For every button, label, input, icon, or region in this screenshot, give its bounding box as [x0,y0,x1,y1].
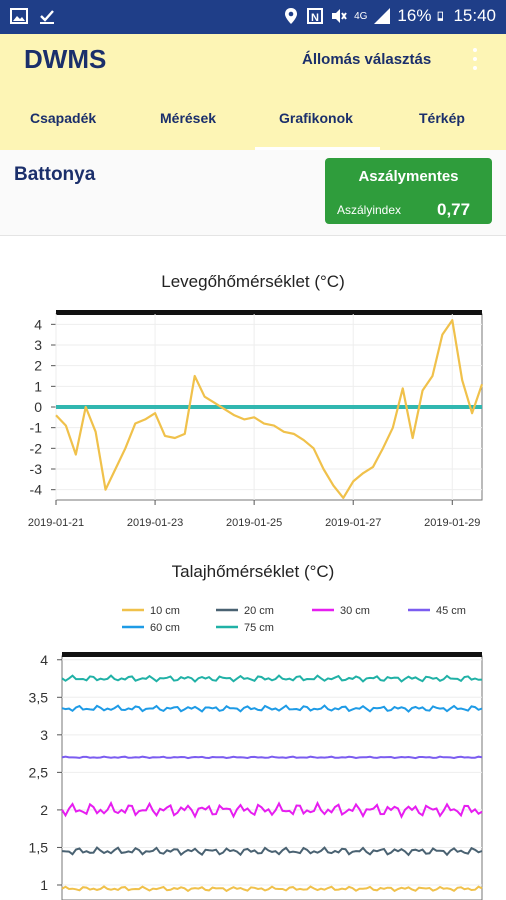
soil-series-line [61,800,483,819]
soil-plot-top-bar [62,652,482,657]
battery-icon [438,11,444,21]
air-x-tick-label: 2019-01-29 [424,517,480,529]
soil-y-tick-label: 2 [40,802,48,818]
mute-icon [332,9,347,23]
soil-y-tick-label: 1 [40,877,48,893]
soil-legend-label: 30 cm [340,605,370,617]
tab-csapadek[interactable]: Csapadék [30,110,97,126]
air-y-tick-label: 0 [34,399,42,415]
air-y-tick-label: -4 [30,482,43,498]
tab-grafikonok[interactable]: Grafikonok [279,110,353,126]
station-header: Battonya Aszálymentes Aszályindex 0,77 [0,150,506,236]
drought-status-card: Aszálymentes Aszályindex 0,77 [325,158,492,224]
soil-y-tick-label: 2,5 [29,764,49,780]
nfc-icon: N [307,8,324,24]
soil-series-line [61,674,483,683]
soil-y-tick-label: 4 [40,652,48,668]
clock: 15:40 [453,6,496,25]
air-plot-top-bar [56,310,482,315]
soil-series-line [61,704,483,713]
soil-legend-label: 45 cm [436,605,466,617]
air-y-tick-label: 3 [34,337,42,353]
air-y-tick-label: -2 [30,440,43,456]
app-title: DWMS [24,44,107,74]
air-x-tick-label: 2019-01-27 [325,517,381,529]
tab-meresek[interactable]: Mérések [160,110,217,126]
station-name: Battonya [14,164,96,185]
soil-series-line [61,885,483,893]
soil-chart-title: Talajhőmérséklet (°C) [171,562,335,581]
air-y-tick-label: 1 [34,378,42,394]
tab-bar: Csapadék Mérések Grafikonok Térkép [0,84,506,150]
soil-legend-label: 75 cm [244,622,274,634]
drought-status: Aszálymentes [358,168,459,185]
location-icon [285,8,298,24]
station-select-button[interactable]: Állomás választás [302,51,432,68]
soil-y-tick-label: 3 [40,727,48,743]
tab-terkep[interactable]: Térkép [419,110,465,126]
air-y-tick-label: 2 [34,358,42,374]
air-x-tick-label: 2019-01-23 [127,517,183,529]
air-y-tick-label: -3 [30,461,43,477]
download-done-icon [40,10,54,24]
air-chart-title: Levegőhőmérséklet (°C) [161,272,345,291]
battery-percentage: 16% [397,6,432,25]
air-y-tick-label: 4 [34,316,42,332]
signal-icon [374,8,391,24]
air-x-tick-label: 2019-01-21 [28,517,84,529]
drought-index-label: Aszályindex [337,203,402,217]
svg-text:N: N [311,12,319,24]
app-bar: DWMS Állomás választás [0,34,506,84]
soil-series-line [61,755,483,760]
soil-series-line [61,846,483,857]
network-label: 4G [354,10,368,22]
soil-temperature-chart: 10 cm 20 cm 30 cm 45 cm 60 cm 75 cm 4 3,5 3 2,5 2 1… [29,605,483,900]
soil-plot-area [61,655,483,900]
gallery-icon [10,8,28,24]
air-temperature-chart: 4 3 2 1 0 -1 -2 -3 -4 2019-01-21 2019-01-23 2019-01… [28,310,484,529]
active-tab-indicator [255,147,380,150]
soil-legend-label: 60 cm [150,622,180,634]
overflow-menu-icon[interactable] [470,46,480,72]
air-x-tick-label: 2019-01-25 [226,517,282,529]
soil-legend-label: 20 cm [244,605,274,617]
drought-index-value: 0,77 [437,200,471,219]
air-y-tick-label: -1 [30,420,43,436]
soil-y-tick-label: 1,5 [29,839,49,855]
status-bar: N 4G 16% 15:40 [0,0,506,34]
soil-legend-label: 10 cm [150,605,180,617]
soil-y-tick-label: 3,5 [29,689,49,705]
air-temperature-series-line [55,319,484,500]
